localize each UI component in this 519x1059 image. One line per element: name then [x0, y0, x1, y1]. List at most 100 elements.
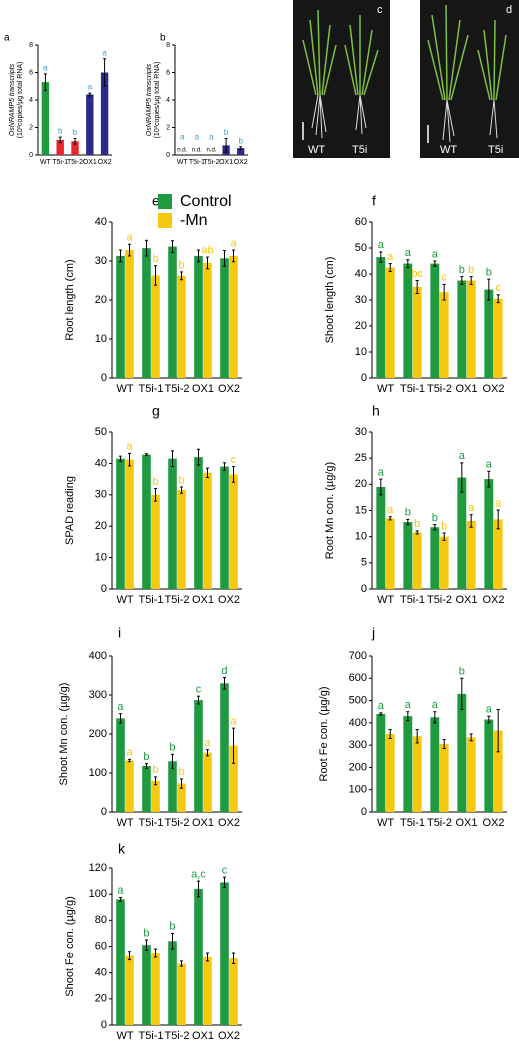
value-label: n.d.	[192, 148, 202, 154]
error-bar	[127, 951, 132, 961]
error-bar	[460, 677, 464, 710]
y-tick-label: 400	[349, 717, 367, 729]
x-tick-label: T5i-1	[189, 159, 205, 166]
panel-label: j	[371, 625, 375, 641]
error-bar	[442, 739, 446, 749]
x-tick-label: T5i-1	[400, 383, 425, 395]
bar	[376, 713, 386, 812]
y-tick-label: 30	[355, 294, 367, 306]
bar	[403, 716, 413, 812]
bar	[439, 292, 449, 378]
significance-letter: c	[196, 683, 202, 695]
x-tick-label: OX1	[219, 159, 233, 166]
x-tick-label: OX2	[482, 817, 504, 829]
y-tick-label: 10	[355, 346, 367, 358]
significance-letter: b	[468, 264, 474, 276]
significance-letter: a	[495, 497, 502, 509]
bar	[457, 280, 467, 378]
legend-swatch	[158, 194, 172, 209]
error-bar	[127, 452, 132, 467]
error-bar	[442, 532, 446, 541]
bar	[142, 248, 151, 378]
y-tick-label: 20	[95, 294, 107, 306]
error-bar	[73, 138, 77, 145]
x-tick-label: WT	[377, 817, 394, 829]
significance-letter: b	[414, 518, 420, 530]
error-bar	[469, 514, 473, 528]
error-bar	[231, 952, 236, 965]
error-bar	[469, 276, 473, 285]
y-tick-label: 600	[349, 672, 367, 684]
error-bar	[144, 939, 149, 951]
bar	[151, 494, 160, 589]
error-bar	[388, 263, 392, 272]
bar	[430, 527, 440, 589]
bar	[385, 267, 395, 378]
bar	[385, 518, 395, 589]
bar	[412, 532, 422, 589]
bar	[168, 246, 177, 378]
bar	[86, 94, 94, 155]
bar	[220, 882, 229, 1025]
x-tick-label: OX1	[192, 817, 214, 829]
error-bar	[406, 259, 410, 268]
significance-letter: b	[238, 136, 243, 145]
y-axis-label: Shoot length (cm)	[324, 257, 336, 344]
error-bar	[487, 278, 491, 301]
bar	[194, 700, 203, 812]
panel-label: a	[4, 33, 10, 44]
bar	[412, 736, 422, 812]
error-bar	[469, 733, 473, 742]
significance-letter: b	[73, 128, 78, 137]
error-bar	[433, 711, 437, 724]
bar	[203, 262, 212, 378]
x-tick-label: T5i-1	[138, 594, 163, 606]
bar	[151, 780, 160, 812]
error-bar	[196, 880, 201, 898]
y-tick-label: 50	[95, 426, 107, 438]
error-bar	[487, 470, 491, 488]
significance-letter: a	[230, 715, 237, 727]
y-tick-label: 10	[355, 531, 367, 543]
bar	[430, 263, 440, 378]
x-tick-label: OX1	[192, 383, 214, 395]
x-tick-label: T5i-2	[204, 159, 220, 166]
y-tick-label: 300	[89, 689, 107, 701]
panel-label: b	[160, 33, 166, 44]
y-tick-label: 0	[361, 806, 367, 818]
significance-letter: a	[102, 48, 107, 57]
y-tick-label: 10	[95, 552, 107, 564]
x-tick-label: OX2	[98, 159, 112, 166]
y-tick-label: 60	[95, 940, 107, 952]
significance-letter: b	[432, 512, 438, 524]
significance-letter: b	[152, 476, 158, 488]
error-bar	[415, 729, 419, 744]
error-bar	[460, 276, 464, 285]
x-tick-label: OX1	[455, 817, 477, 829]
x-tick-label: OX2	[482, 383, 504, 395]
panel-label: k	[118, 841, 126, 857]
error-bar	[179, 778, 184, 789]
y-tick-label: 20	[355, 478, 367, 490]
error-bar	[144, 239, 149, 257]
bar	[177, 275, 186, 378]
y-tick-label: 60	[355, 216, 367, 228]
y-tick-label: 8	[166, 42, 170, 49]
significance-letter: b	[459, 666, 465, 678]
x-tick-label: WT	[116, 594, 133, 606]
y-axis-label: Root Mn con. (µg/g)	[324, 462, 336, 559]
significance-letter: d	[221, 665, 227, 677]
significance-letter: a	[126, 441, 133, 453]
bar	[116, 458, 125, 589]
error-bar	[415, 280, 419, 294]
bar	[493, 519, 503, 589]
error-bar	[118, 896, 123, 902]
roots	[311, 94, 367, 139]
y-axis-label: SPAD reading	[64, 476, 76, 545]
y-axis-label: Shoot Mn con. (µg/g)	[58, 683, 70, 786]
y-tick-label: 0	[101, 1019, 107, 1031]
x-tick-label: OX1	[192, 594, 214, 606]
y-tick-label: 80	[95, 914, 107, 926]
x-tick-label: T5i-2	[427, 817, 452, 829]
